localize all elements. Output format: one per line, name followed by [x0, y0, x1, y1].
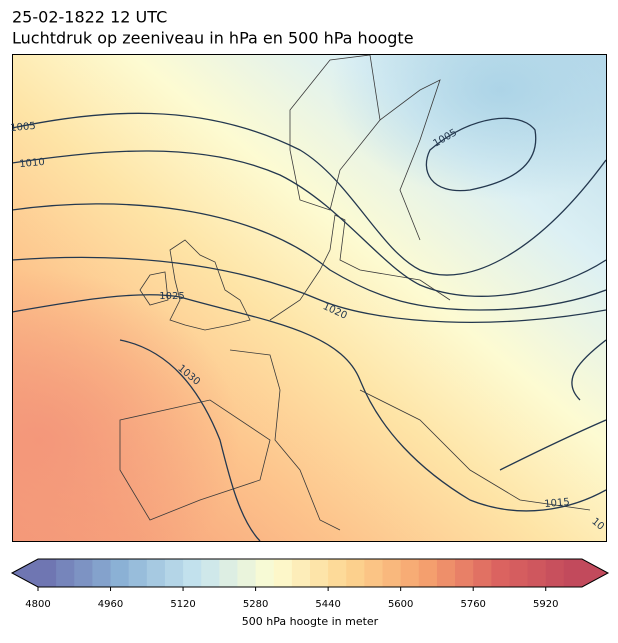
colorbar-tick-label: 5920	[533, 599, 558, 610]
colorbar-segment	[219, 559, 238, 587]
contour-line	[499, 339, 606, 471]
colorbar-segment	[418, 559, 438, 587]
colorbar-segment	[183, 559, 202, 587]
colorbar-tick-label: 5600	[388, 599, 413, 610]
colorbar-segment	[201, 559, 220, 587]
colorbar-segment	[237, 559, 257, 587]
colorbar-segment	[509, 559, 529, 587]
colorbar-segment	[310, 559, 329, 587]
colorbar-extend	[12, 559, 38, 587]
colorbar-tick-label: 5280	[243, 599, 268, 610]
colorbar-tick-label: 5440	[315, 599, 340, 610]
map-frame	[12, 54, 607, 542]
colorbar-segment	[128, 559, 148, 587]
field	[330, 54, 606, 200]
contour-line	[12, 203, 606, 311]
colorbar-segment	[110, 559, 130, 587]
colorbar-segment	[291, 559, 311, 587]
title: 25-02-1822 12 UTC	[12, 8, 167, 27]
contour-label: 1010	[19, 157, 45, 170]
colorbar-segment	[255, 559, 275, 587]
colorbar-segment	[545, 559, 565, 587]
colorbar-tick-label: 5760	[460, 599, 485, 610]
colorbar-segment	[436, 559, 456, 587]
colorbar-segment	[491, 559, 510, 587]
colorbar-segment	[400, 559, 420, 587]
colorbar-segment	[38, 559, 57, 587]
colorbar-tick-label: 5120	[170, 599, 195, 610]
colorbar-segment	[382, 559, 402, 587]
contour-label: 1025	[159, 291, 184, 302]
contour-line	[425, 117, 537, 192]
contour-label: 1005	[10, 121, 36, 134]
colorbar-segment	[346, 559, 365, 587]
contour-line	[12, 112, 606, 276]
colorbar-segment	[146, 559, 166, 587]
map	[12, 54, 606, 541]
contour-label: 1015	[544, 497, 570, 510]
colorbar-segment	[455, 559, 474, 587]
colorbar-segment	[527, 559, 547, 587]
subtitle: Luchtdruk op zeeniveau in hPa en 500 hPa…	[12, 29, 414, 48]
colorbar-segment	[473, 559, 492, 587]
colorbar-segment	[164, 559, 184, 587]
field	[12, 270, 240, 541]
colorbar-segment	[56, 559, 75, 587]
contour-line	[12, 150, 606, 297]
colorbar-segment	[563, 559, 583, 587]
colorbar-segment	[328, 559, 347, 587]
colorbar-segment	[74, 559, 93, 587]
colorbar-tick-label: 4960	[98, 599, 123, 610]
colorbar-tick-label: 4800	[25, 599, 50, 610]
colorbar-segment	[273, 559, 293, 587]
colorbar-label: 500 hPa hoogte in meter	[242, 615, 379, 628]
colorbar-segment	[364, 559, 384, 587]
contour-line	[119, 339, 261, 541]
colorbar-extend	[582, 559, 608, 587]
contour-line	[12, 294, 606, 512]
colorbar: 4800 4960 5120 5280 5440 5600 5760 5920 500 hPa …	[10, 558, 610, 628]
colorbar-segment	[92, 559, 112, 587]
contour-line	[12, 256, 606, 323]
